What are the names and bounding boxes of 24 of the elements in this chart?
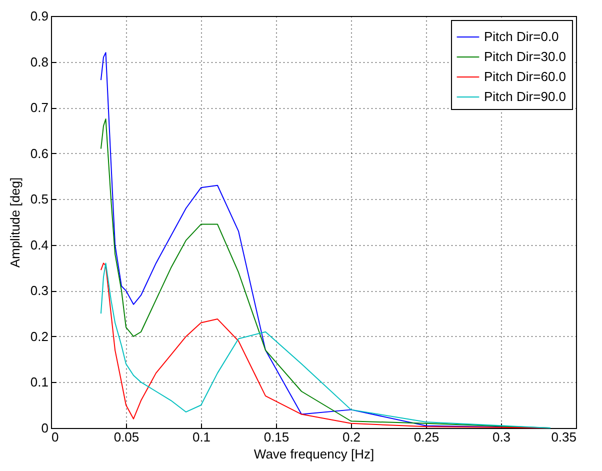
x-tick-label: 0.25 [414,430,440,444]
x-axis-title: Wave frequency [Hz] [254,446,374,462]
y-axis-title: Amplitude [deg] [7,177,22,268]
x-tick-label: 0 [52,430,59,444]
y-tick-label: 0.6 [30,146,48,161]
x-tick-label: 0.35 [551,430,576,444]
line-series [100,262,551,428]
y-tick-label: 0.9 [30,8,48,24]
y-tick-label: 0.1 [30,374,48,390]
legend-label: Pitch Dir=60.0 [484,69,566,84]
x-tick-label: 0.1 [192,430,211,444]
y-tick-label: 0.7 [30,100,48,116]
y-tick-label: 0.2 [30,328,48,344]
x-tick-label: 0.3 [492,430,511,444]
y-tick-label: 0.8 [30,54,48,70]
y-tick-label: 0.4 [30,237,48,252]
x-tick-label: 0.15 [264,430,290,444]
legend-label: Pitch Dir=90.0 [484,89,566,104]
legend-label: Pitch Dir=0.0 [484,29,559,44]
y-tick-label: 0.5 [30,192,48,207]
y-tick-label: 0.3 [30,283,48,298]
x-tick-label: 0.2 [342,430,361,444]
x-tick-label: 0.05 [114,430,140,444]
legend-label: Pitch Dir=30.0 [484,49,566,64]
